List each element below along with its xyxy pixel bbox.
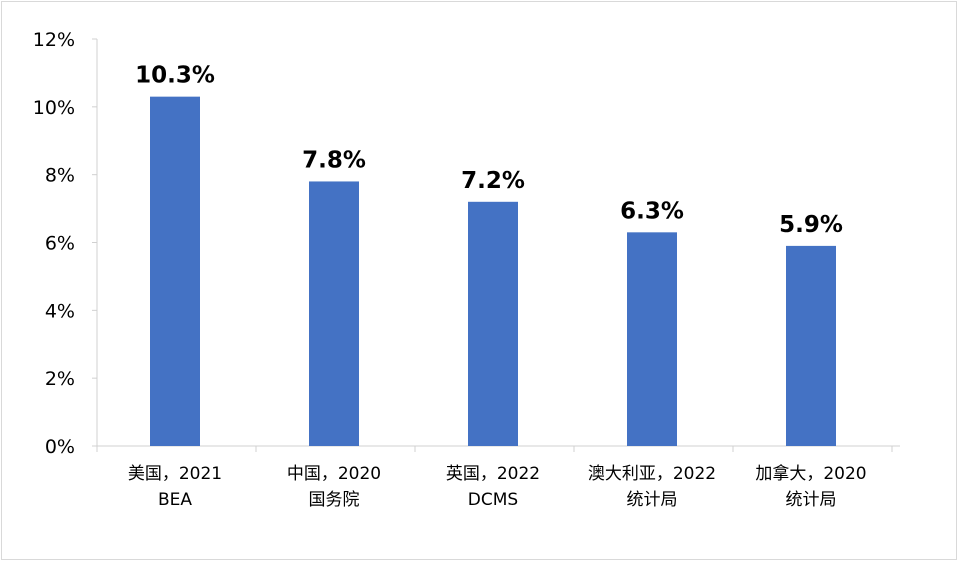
category-label: 英国，2022: [446, 464, 540, 484]
bar: [627, 232, 677, 446]
data-label: 5.9%: [779, 212, 843, 238]
y-tick-label: 2%: [45, 368, 75, 390]
y-tick-label: 6%: [45, 233, 75, 255]
category-label: BEA: [158, 490, 192, 510]
y-tick-label: 10%: [33, 97, 75, 119]
data-label: 6.3%: [620, 198, 684, 224]
category-label: 澳大利亚，2022: [588, 464, 716, 484]
category-label: DCMS: [468, 490, 518, 510]
y-tick-label: 12%: [33, 29, 75, 51]
y-tick-label: 4%: [45, 300, 75, 322]
bar: [786, 245, 836, 446]
category-label: 统计局: [627, 490, 678, 510]
category-label: 加拿大，2020: [755, 463, 866, 484]
category-label: 中国，2020: [287, 464, 381, 484]
data-label: 7.8%: [302, 147, 366, 173]
data-label: 7.2%: [461, 168, 525, 194]
bar: [309, 181, 359, 446]
category-label: 统计局: [786, 490, 837, 510]
category-label: 美国，2021: [128, 464, 222, 484]
y-tick-label: 0%: [45, 436, 75, 458]
category-label: 国务院: [309, 490, 360, 510]
bar: [150, 96, 200, 447]
y-tick-label: 8%: [45, 165, 75, 187]
data-label: 10.3%: [135, 63, 215, 89]
bar: [468, 201, 518, 446]
